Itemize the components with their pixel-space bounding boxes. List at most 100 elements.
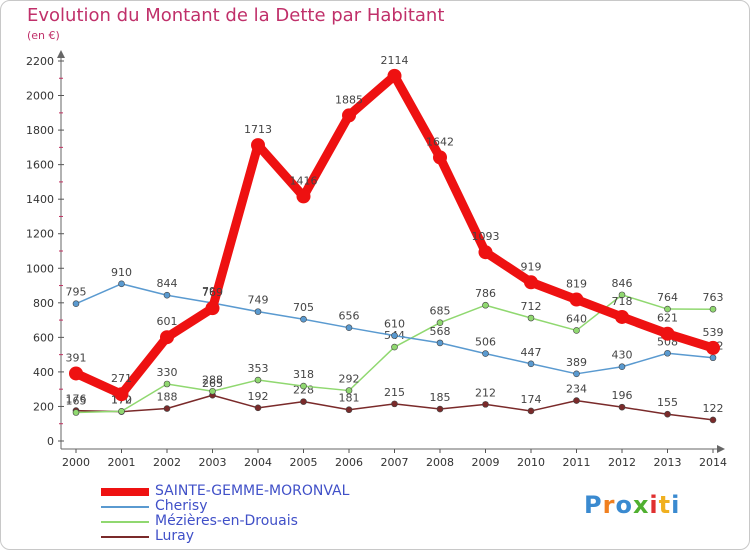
proxiti-logo: Proxiti	[584, 491, 681, 519]
data-point	[706, 340, 720, 355]
data-point	[524, 275, 538, 290]
data-point	[163, 291, 171, 299]
data-point	[72, 300, 80, 307]
data-label: 718	[612, 295, 633, 308]
data-label: 330	[157, 366, 178, 379]
data-point	[345, 387, 353, 394]
data-point	[482, 350, 489, 357]
data-point	[296, 189, 311, 204]
legend-label: Cherisy	[155, 498, 208, 514]
y-tick-label: 0	[47, 435, 54, 448]
data-point	[209, 387, 216, 395]
data-label: 174	[521, 393, 542, 406]
data-point	[573, 327, 580, 334]
legend-swatch	[101, 521, 149, 523]
y-tick-label: 1200	[26, 228, 54, 241]
x-tick-label: 2013	[654, 456, 682, 469]
legend-label: SAINTE-GEMME-MORONVAL	[155, 483, 350, 499]
data-label: 1416	[290, 174, 318, 187]
chart-unit: (en €)	[27, 29, 60, 42]
data-label: 795	[66, 286, 87, 299]
data-label: 846	[612, 277, 633, 290]
data-point	[391, 343, 398, 351]
data-label: 1642	[426, 135, 454, 148]
x-tick-label: 2014	[699, 456, 727, 469]
data-label: 786	[475, 287, 496, 300]
data-label: 769	[202, 286, 223, 299]
data-label: 764	[657, 291, 678, 304]
data-label: 601	[157, 315, 178, 328]
data-label: 389	[566, 356, 587, 369]
data-point	[433, 150, 447, 165]
y-tick-label: 1400	[26, 193, 54, 206]
data-label: 919	[521, 260, 542, 273]
data-label: 212	[475, 386, 496, 399]
data-point	[664, 349, 671, 357]
data-point	[163, 380, 171, 388]
y-tick-label: 2000	[26, 90, 54, 103]
data-point	[527, 407, 535, 415]
data-label: 506	[475, 336, 496, 349]
x-tick-label: 2011	[563, 456, 591, 469]
data-label: 447	[521, 346, 542, 359]
data-label: 640	[566, 312, 587, 325]
data-point	[251, 138, 265, 153]
data-point	[69, 366, 83, 381]
data-label: 910	[111, 266, 132, 279]
y-tick-label: 1800	[26, 124, 54, 137]
data-label: 610	[384, 318, 405, 331]
data-label: 176	[66, 393, 87, 406]
y-tick-label: 2200	[26, 55, 54, 68]
data-point	[569, 292, 584, 307]
data-label: 318	[293, 368, 314, 381]
data-label: 292	[339, 373, 360, 386]
x-tick-label: 2007	[381, 456, 409, 469]
data-label: 819	[566, 278, 587, 291]
legend-swatch	[101, 536, 149, 538]
y-tick-label: 1600	[26, 159, 54, 172]
data-point	[300, 382, 307, 390]
data-point	[664, 305, 671, 313]
data-point	[163, 405, 171, 412]
y-axis-arrow	[57, 50, 65, 58]
data-point	[482, 301, 489, 309]
data-label: 705	[293, 301, 314, 314]
data-label: 656	[339, 310, 360, 323]
data-point	[709, 354, 717, 362]
data-label: 288	[202, 373, 223, 386]
data-point	[345, 406, 353, 414]
data-label: 568	[430, 325, 451, 338]
y-tick-label: 800	[33, 297, 54, 310]
data-point	[205, 301, 220, 316]
data-point	[573, 397, 580, 404]
data-label: 165	[66, 395, 87, 408]
data-point	[482, 401, 489, 408]
data-label: 844	[157, 277, 178, 290]
data-point	[618, 291, 626, 299]
data-label: 1093	[472, 230, 500, 243]
x-tick-label: 2009	[472, 456, 500, 469]
y-tick-label: 200	[33, 400, 54, 413]
data-label: 353	[248, 362, 269, 375]
data-point	[527, 314, 535, 322]
data-point	[72, 409, 80, 416]
data-label: 188	[157, 391, 178, 404]
data-label: 185	[430, 391, 451, 404]
data-label: 215	[384, 386, 405, 399]
chart-title: Evolution du Montant de la Dette par Hab…	[27, 5, 445, 26]
data-point	[436, 319, 444, 326]
data-label: 712	[521, 300, 542, 313]
x-tick-label: 2008	[426, 456, 454, 469]
data-label: 1713	[244, 123, 272, 136]
data-point	[300, 315, 307, 323]
y-tick-label: 600	[33, 331, 54, 344]
data-point	[436, 339, 444, 347]
legend-swatch	[101, 506, 149, 508]
data-point	[118, 280, 125, 288]
legend-label: Mézières-en-Drouais	[155, 513, 298, 529]
data-point	[118, 407, 125, 415]
data-point	[618, 363, 626, 371]
x-axis-arrow	[717, 445, 725, 453]
data-point	[618, 403, 626, 411]
